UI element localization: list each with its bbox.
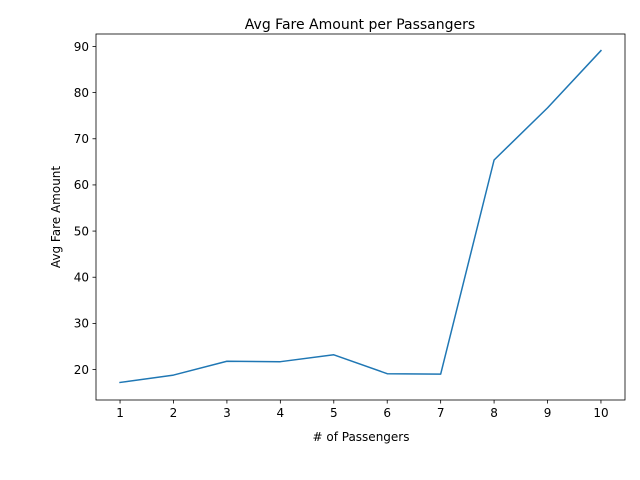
series-layer: [119, 49, 603, 384]
x-tick-label: 10: [593, 406, 608, 420]
x-tick-label: 4: [277, 406, 285, 420]
x-tick-label: 8: [490, 406, 498, 420]
y-tick-label: 70: [74, 132, 89, 146]
x-tick-label: 7: [437, 406, 445, 420]
y-tick-label: 60: [74, 178, 89, 192]
y-axis-title: Avg Fare Amount: [49, 166, 63, 269]
y-tick-label: 50: [74, 224, 89, 238]
y-tick-label: 90: [74, 40, 89, 54]
x-axis-title: # of Passengers: [313, 430, 410, 444]
x-tick-label: 1: [116, 406, 124, 420]
x-axis-ticks: 1 2 3 4 5 6 7 8 9 10: [116, 400, 609, 420]
x-tick-label: 5: [330, 406, 338, 420]
y-tick-label: 20: [74, 363, 89, 377]
x-tick-label: 3: [223, 406, 231, 420]
x-tick-label: 6: [383, 406, 391, 420]
series-line: [119, 49, 603, 384]
plot-area-frame: [95, 33, 626, 401]
y-tick-label: 40: [74, 271, 89, 285]
y-tick-label: 80: [74, 86, 89, 100]
chart-title: Avg Fare Amount per Passangers: [245, 17, 475, 33]
x-tick-label: 2: [170, 406, 178, 420]
x-tick-label: 9: [544, 406, 552, 420]
y-tick-label: 30: [74, 317, 89, 331]
y-axis-ticks: 20 30 40 50 60 70 80 90: [74, 40, 96, 377]
